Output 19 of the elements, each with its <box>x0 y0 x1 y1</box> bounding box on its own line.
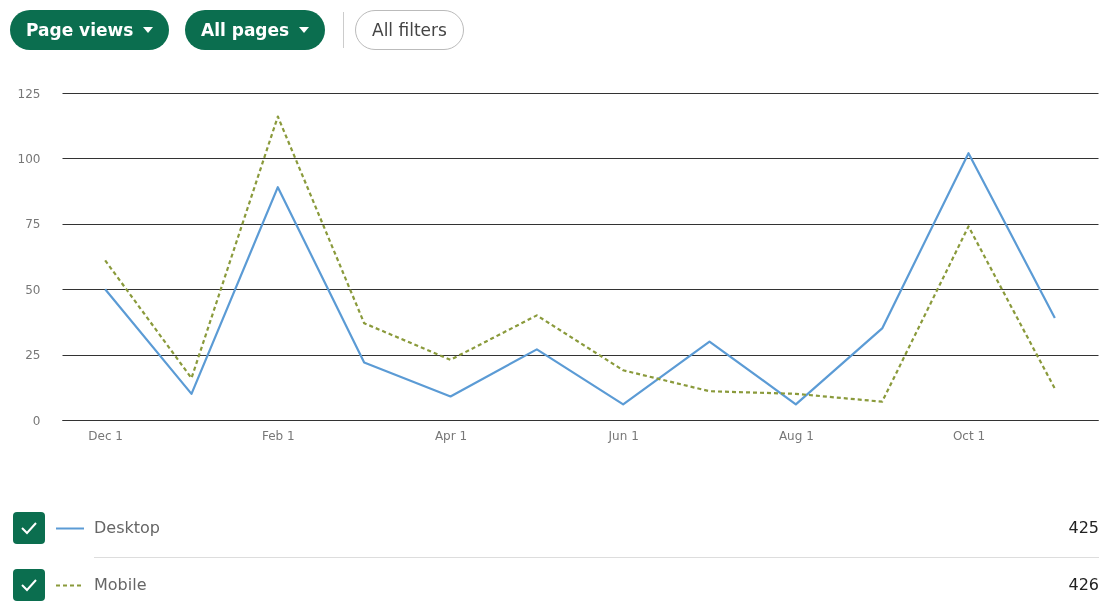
y-tick-label: 75 <box>25 217 41 232</box>
y-tick-label: 125 <box>17 86 41 101</box>
x-tick-label: Oct 1 <box>952 428 986 443</box>
x-tick-label: Feb 1 <box>261 428 295 443</box>
text: 425 <box>1068 518 1099 537</box>
legend-label: Mobile <box>94 575 147 594</box>
text: Page views <box>26 20 134 40</box>
x-tick-label: Dec 1 <box>88 428 123 443</box>
y-tick-label: 0 <box>32 413 41 428</box>
y-tick-label: 25 <box>25 348 41 363</box>
text: All filters <box>372 20 447 40</box>
y-tick-label: 100 <box>17 151 41 166</box>
text: 426 <box>1068 575 1099 594</box>
x-tick-label: Jun 1 <box>607 428 639 443</box>
text: All pages <box>201 20 290 40</box>
x-tick-label: Apr 1 <box>434 428 468 443</box>
legend-label: Desktop <box>94 518 160 537</box>
y-tick-label: 50 <box>25 282 41 297</box>
x-tick-label: Aug 1 <box>778 428 814 443</box>
